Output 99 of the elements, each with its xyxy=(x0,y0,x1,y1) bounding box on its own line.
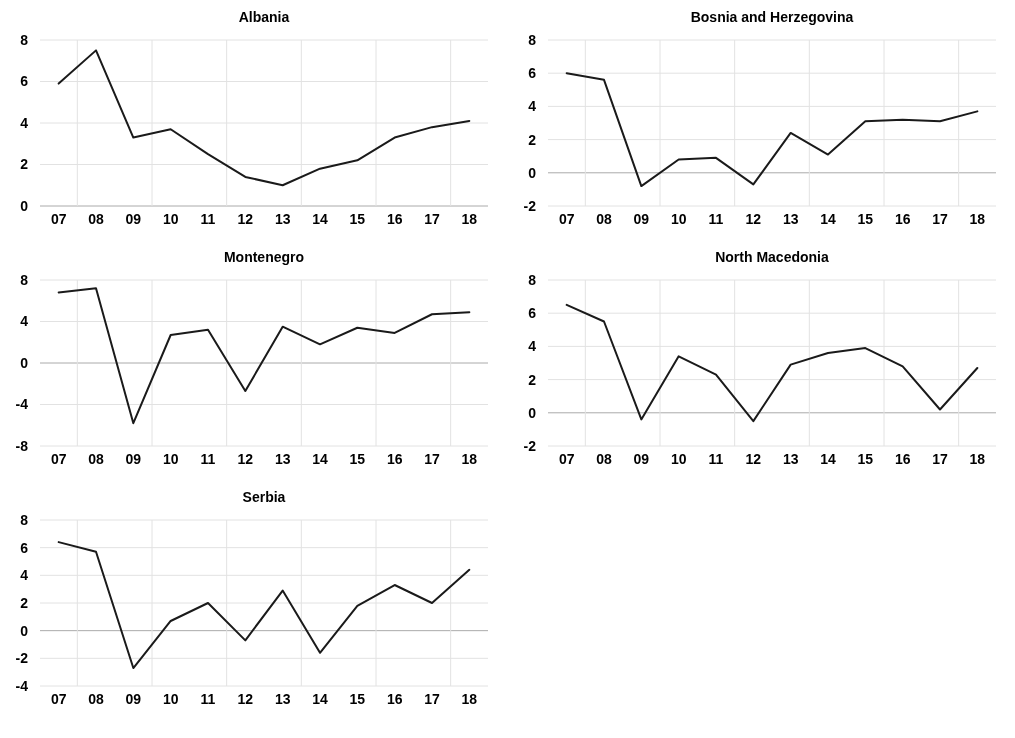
y-tick-label: -2 xyxy=(523,437,537,454)
x-tick-label: 17 xyxy=(932,451,948,467)
y-tick-label: 4 xyxy=(20,567,29,584)
x-tick-label: 09 xyxy=(125,691,142,707)
y-tick-label: 0 xyxy=(20,354,29,371)
y-tick-label: 8 xyxy=(528,271,537,288)
x-tick-label: 12 xyxy=(745,211,762,227)
x-tick-label: 14 xyxy=(312,451,328,467)
x-tick-label: 17 xyxy=(424,691,440,707)
y-tick-label: 2 xyxy=(528,371,537,388)
y-tick-label: 4 xyxy=(20,313,29,330)
y-tick-label: 6 xyxy=(528,65,537,82)
line-series xyxy=(57,287,471,425)
y-tick-label: -2 xyxy=(15,650,29,667)
y-tick-label: 4 xyxy=(20,114,29,131)
x-tick-label: 18 xyxy=(461,691,478,707)
x-tick-label: 11 xyxy=(200,211,216,227)
y-tick-label: 2 xyxy=(20,594,29,611)
x-tick-label: 15 xyxy=(349,451,366,467)
x-tick-label: 09 xyxy=(125,451,142,467)
x-tick-label: 12 xyxy=(237,451,254,467)
y-tick-label: -8 xyxy=(15,437,29,454)
x-tick-label: 14 xyxy=(820,451,836,467)
x-tick-label: 12 xyxy=(237,211,254,227)
x-tick-label: 07 xyxy=(50,211,67,227)
x-tick-label: 07 xyxy=(558,211,575,227)
x-tick-label: 17 xyxy=(932,211,948,227)
x-tick-label: 10 xyxy=(162,451,179,467)
x-tick-label: 16 xyxy=(894,451,911,467)
x-tick-label: 09 xyxy=(633,211,650,227)
y-tick-label: 0 xyxy=(20,197,29,214)
x-tick-label: 13 xyxy=(782,451,799,467)
x-tick-label: 15 xyxy=(857,451,874,467)
y-tick-label: 8 xyxy=(20,31,29,48)
x-tick-label: 09 xyxy=(633,451,650,467)
y-tick-label: 2 xyxy=(528,131,537,148)
x-tick-label: 10 xyxy=(670,211,687,227)
x-tick-label: 08 xyxy=(596,451,612,467)
line-series xyxy=(57,49,471,187)
x-tick-label: 12 xyxy=(745,451,762,467)
x-tick-label: 14 xyxy=(820,211,836,227)
x-tick-label: 15 xyxy=(349,211,366,227)
y-tick-label: 6 xyxy=(20,539,29,556)
y-tick-label: 2 xyxy=(20,156,29,173)
y-tick-label: -4 xyxy=(15,677,29,694)
y-tick-label: 6 xyxy=(20,73,29,90)
x-tick-label: 16 xyxy=(386,691,403,707)
y-tick-label: 0 xyxy=(20,622,29,639)
x-tick-label: 18 xyxy=(461,211,478,227)
x-tick-label: 16 xyxy=(386,451,403,467)
x-tick-label: 08 xyxy=(596,211,612,227)
y-tick-label: -2 xyxy=(523,197,537,214)
x-tick-label: 11 xyxy=(200,691,216,707)
y-tick-label: -4 xyxy=(15,396,29,413)
x-tick-label: 13 xyxy=(782,211,799,227)
x-tick-label: 08 xyxy=(88,691,104,707)
x-tick-label: 12 xyxy=(237,691,254,707)
chart-title: Montenegro xyxy=(223,249,305,265)
x-tick-label: 14 xyxy=(312,691,328,707)
x-tick-label: 08 xyxy=(88,211,104,227)
x-tick-label: 11 xyxy=(708,211,724,227)
x-tick-label: 14 xyxy=(312,211,328,227)
x-tick-label: 18 xyxy=(969,211,986,227)
x-tick-label: 18 xyxy=(461,451,478,467)
x-tick-label: 09 xyxy=(125,211,142,227)
x-tick-label: 10 xyxy=(162,211,179,227)
x-tick-label: 17 xyxy=(424,451,440,467)
x-tick-label: 17 xyxy=(424,211,440,227)
x-tick-label: 10 xyxy=(670,451,687,467)
x-tick-label: 07 xyxy=(50,451,67,467)
line-series xyxy=(565,72,979,188)
x-tick-label: 13 xyxy=(274,451,291,467)
chart-title: Serbia xyxy=(242,489,286,505)
y-tick-label: 0 xyxy=(528,404,537,421)
x-tick-label: 11 xyxy=(200,451,216,467)
y-tick-label: 8 xyxy=(20,271,29,288)
y-tick-label: 6 xyxy=(528,305,537,322)
x-tick-label: 13 xyxy=(274,691,291,707)
y-tick-label: 8 xyxy=(20,511,29,528)
x-tick-label: 13 xyxy=(274,211,291,227)
y-tick-label: 8 xyxy=(528,31,537,48)
x-tick-label: 11 xyxy=(708,451,724,467)
x-tick-label: 07 xyxy=(50,691,67,707)
line-series xyxy=(565,303,979,423)
chart-title: North Macedonia xyxy=(715,249,829,265)
x-tick-label: 07 xyxy=(558,451,575,467)
x-tick-label: 16 xyxy=(386,211,403,227)
y-tick-label: 4 xyxy=(528,98,537,115)
x-tick-label: 18 xyxy=(969,451,986,467)
x-tick-label: 08 xyxy=(88,451,104,467)
y-tick-label: 0 xyxy=(528,164,537,181)
x-tick-label: 10 xyxy=(162,691,179,707)
chart-title: Bosnia and Herzegovina xyxy=(690,9,854,25)
line-series xyxy=(57,541,471,670)
x-tick-label: 15 xyxy=(349,691,366,707)
x-tick-label: 16 xyxy=(894,211,911,227)
y-tick-label: 4 xyxy=(528,338,537,355)
x-tick-label: 15 xyxy=(857,211,874,227)
chart-title: Albania xyxy=(238,9,290,25)
